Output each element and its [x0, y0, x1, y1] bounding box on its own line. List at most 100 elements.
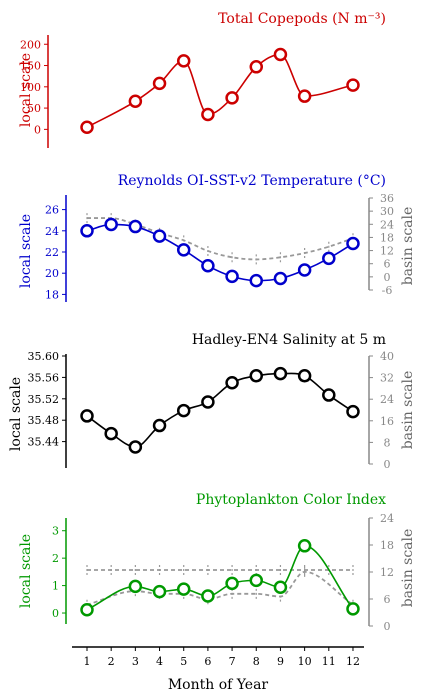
data-point — [225, 576, 239, 591]
y-tick-label: 0 — [52, 607, 59, 620]
y-tick-label-right: 16 — [380, 415, 394, 428]
data-point — [128, 579, 143, 594]
y-tick-label: 22 — [45, 246, 59, 259]
data-point — [273, 366, 288, 381]
data-point — [128, 440, 143, 454]
y-tick-label-right: 24 — [380, 393, 394, 406]
y-axis-left: 18 20 22 24 26 — [45, 195, 67, 302]
data-point — [80, 602, 94, 617]
x-tick-label: 4 — [156, 655, 163, 668]
data-point — [176, 54, 191, 68]
data-point — [249, 60, 264, 74]
plot-area — [80, 47, 360, 134]
data-point — [273, 47, 288, 62]
data-point — [225, 91, 239, 105]
data-point — [297, 369, 312, 383]
data-point — [297, 89, 312, 103]
y-tick-label-right: 36 — [380, 192, 394, 205]
data-point — [273, 271, 288, 286]
y-tick-label-right: 24 — [380, 218, 394, 231]
y-axis-label-right: basin scale — [400, 529, 416, 608]
y-tick-label: 100 — [20, 81, 41, 94]
y-tick-label-right: 0 — [384, 458, 391, 471]
y-tick-label: 35.60 — [28, 350, 60, 363]
y-tick-label-right: 8 — [384, 436, 391, 449]
y-axis-left: 0 50 100 150 200 — [20, 35, 49, 148]
x-tick-label: 6 — [204, 655, 211, 668]
data-point — [346, 404, 360, 419]
data-point — [225, 269, 239, 284]
data-point — [201, 259, 215, 273]
panel-title: Total Copepods (N m⁻³) — [218, 11, 386, 27]
y-tick-label: 24 — [45, 225, 59, 238]
x-tick-label: 11 — [322, 655, 336, 668]
data-point — [346, 236, 360, 251]
data-point — [128, 94, 143, 109]
panel-title: Hadley-EN4 Salinity at 5 m — [192, 332, 386, 348]
y-tick-label: 150 — [20, 60, 41, 73]
y-tick-label: 26 — [45, 204, 59, 217]
data-point — [176, 403, 191, 418]
panel-title: Phytoplankton Color Index — [196, 492, 386, 508]
data-point — [322, 251, 336, 266]
data-point — [249, 273, 264, 288]
y-axis-right: 0 8 16 24 32 40 — [368, 350, 394, 471]
y-tick-label: 50 — [27, 102, 41, 115]
data-point — [346, 602, 360, 616]
x-tick-label: 9 — [277, 655, 284, 668]
y-tick-label-right: 18 — [380, 539, 394, 552]
data-point — [297, 539, 312, 553]
y-axis-right: 0 6 12 18 24 — [368, 512, 394, 633]
plot-area — [80, 539, 360, 617]
y-axis-label: local scale — [18, 214, 34, 288]
data-point — [152, 76, 167, 91]
y-axis-label: local scale — [8, 377, 24, 451]
x-tick-label: 12 — [346, 655, 360, 668]
data-point — [80, 120, 94, 134]
panel-salinity: Hadley-EN4 Salinity at 5 m 35.6035.5635.… — [8, 332, 416, 575]
y-tick-label: 35.48 — [28, 414, 60, 427]
panel-copepods: Total Copepods (N m⁻³) 0 50 100 150 200 loca… — [18, 11, 386, 148]
y-tick-label: 2 — [52, 552, 59, 565]
y-tick-label-right: 6 — [384, 258, 391, 271]
y-axis-label: local scale — [18, 53, 34, 127]
x-axis-ticks: 1 2 3 4 5 6 7 8 9 10 11 12 — [84, 647, 360, 668]
series-line-local — [86, 372, 354, 448]
data-point — [201, 589, 215, 603]
panel-sst: Reynolds OI-SST-v2 Temperature (°C) 18 20… — [18, 173, 416, 302]
data-point — [176, 243, 191, 257]
x-axis-label: Month of Year — [168, 677, 269, 693]
y-tick-label-right: 40 — [380, 350, 394, 363]
panel-title: Reynolds OI-SST-v2 Temperature (°C) — [118, 173, 386, 189]
y-tick-label-right: 24 — [380, 512, 394, 525]
x-tick-label: 1 — [84, 655, 91, 668]
y-tick-label: 35.52 — [28, 393, 60, 406]
plot-area — [80, 213, 360, 288]
data-point — [249, 369, 264, 383]
data-point — [104, 426, 118, 441]
y-tick-label-right: 0 — [384, 620, 391, 633]
x-tick-label: 8 — [253, 655, 260, 668]
series-line-local — [86, 545, 354, 611]
y-tick-label: 3 — [52, 525, 59, 538]
x-tick-label: 7 — [229, 655, 236, 668]
data-point — [225, 376, 239, 390]
data-point — [201, 395, 215, 409]
data-point — [128, 219, 143, 234]
y-tick-label: 18 — [45, 288, 59, 301]
x-axis: 1 2 3 4 5 6 7 8 9 10 11 12 Month of Year — [72, 646, 364, 693]
y-tick-label-right: 0 — [384, 271, 391, 284]
data-point — [176, 582, 191, 596]
y-tick-label-right: 18 — [380, 231, 394, 244]
y-tick-label: 20 — [45, 267, 59, 280]
data-point — [80, 224, 94, 238]
data-point — [322, 388, 336, 402]
data-point — [346, 78, 360, 92]
y-axis-left: 0 1 2 3 — [52, 518, 67, 624]
series-line-local — [86, 223, 354, 282]
y-tick-label-right: 6 — [384, 593, 391, 606]
y-axis-label-right: basin scale — [400, 207, 416, 286]
